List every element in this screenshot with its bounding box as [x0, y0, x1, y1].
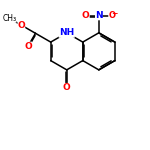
- Text: O: O: [24, 42, 32, 51]
- Text: −: −: [111, 9, 117, 18]
- Text: CH₃: CH₃: [2, 14, 16, 23]
- Text: O: O: [18, 21, 25, 30]
- Text: O: O: [63, 83, 71, 92]
- Text: NH: NH: [59, 28, 74, 37]
- Text: O: O: [108, 11, 115, 20]
- Text: N: N: [95, 11, 103, 20]
- Text: O: O: [82, 11, 90, 20]
